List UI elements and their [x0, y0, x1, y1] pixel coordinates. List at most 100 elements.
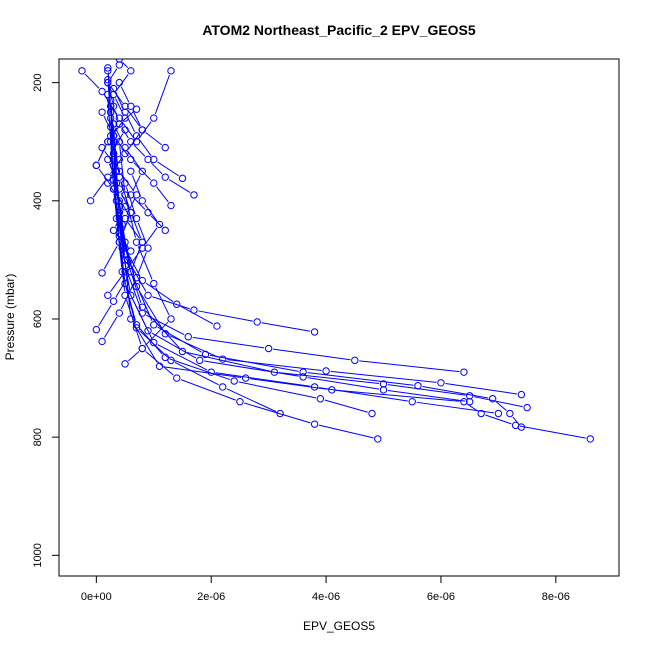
- data-point: [138, 126, 146, 134]
- data-point: [92, 161, 101, 170]
- data-point: [109, 226, 118, 235]
- data-point: [98, 269, 106, 277]
- series-segment: [97, 145, 107, 162]
- data-point: [477, 409, 485, 418]
- series-segment: [133, 197, 146, 210]
- data-point: [253, 318, 261, 326]
- series-segment: [238, 381, 317, 399]
- series-segment: [92, 180, 106, 198]
- data-point: [132, 321, 141, 329]
- data-point: [104, 179, 112, 187]
- data-point: [121, 126, 129, 134]
- data-point: [144, 208, 152, 217]
- data-point: [161, 143, 169, 152]
- data-point: [230, 377, 238, 385]
- data-point: [506, 409, 514, 418]
- data-point: [161, 330, 169, 338]
- data-point: [132, 238, 141, 246]
- series-segment: [307, 377, 380, 390]
- series-segment: [122, 61, 129, 68]
- series-segment: [120, 181, 130, 209]
- series-segment: [198, 310, 253, 322]
- data-point: [138, 238, 146, 246]
- data-point: [167, 67, 175, 75]
- series-segment: [116, 233, 129, 248]
- data-point: [109, 120, 118, 128]
- series-segment: [127, 251, 141, 269]
- series-segment: [108, 163, 119, 185]
- data-point: [178, 347, 187, 356]
- x-tick-label: 0e+00: [81, 591, 112, 603]
- data-point: [121, 203, 129, 211]
- data-point: [109, 185, 118, 193]
- data-point: [115, 167, 124, 175]
- data-point: [322, 367, 330, 375]
- data-point: [115, 120, 124, 128]
- data-point: [167, 201, 175, 210]
- data-point: [144, 327, 152, 335]
- series-segment: [226, 388, 277, 413]
- series-segment: [204, 360, 299, 377]
- data-point: [127, 214, 135, 223]
- data-point: [132, 191, 141, 199]
- series-segment: [156, 186, 169, 203]
- chart-title: ATOM2 Northeast_Pacific_2 EPV_GEOS5: [202, 22, 476, 38]
- data-point: [494, 409, 503, 418]
- data-point: [155, 220, 164, 229]
- data-point: [109, 176, 118, 184]
- series-segment: [145, 321, 169, 346]
- plot-area: [58, 58, 620, 577]
- data-point: [132, 273, 141, 282]
- data-point: [236, 397, 244, 406]
- data-point: [115, 155, 124, 164]
- series-layer: [78, 59, 594, 443]
- data-point: [316, 395, 325, 403]
- data-point: [460, 397, 468, 406]
- data-point: [150, 114, 158, 122]
- series-segment: [125, 187, 136, 215]
- data-point: [299, 373, 307, 381]
- series-segment: [125, 287, 136, 324]
- data-point: [276, 409, 284, 418]
- series-segment: [109, 133, 124, 156]
- data-point: [218, 383, 227, 391]
- series-segment: [103, 116, 113, 132]
- data-point: [374, 435, 382, 443]
- series-segment: [129, 263, 147, 292]
- data-point: [144, 244, 152, 252]
- series-segment: [174, 361, 219, 386]
- data-point: [104, 291, 112, 300]
- series-segment: [126, 269, 142, 310]
- data-point: [460, 368, 468, 376]
- data-point: [115, 185, 124, 193]
- series-segment: [151, 332, 197, 359]
- data-point: [437, 379, 445, 387]
- series-2: [104, 75, 531, 412]
- data-point: [379, 386, 388, 394]
- series-segment: [318, 424, 374, 439]
- series-segment: [416, 401, 494, 414]
- data-point: [167, 356, 175, 365]
- data-point: [127, 167, 135, 175]
- data-point: [132, 324, 141, 332]
- data-point: [115, 61, 124, 69]
- series-26: [104, 155, 135, 255]
- y-axis-label: Pressure (mbar): [3, 274, 17, 361]
- data-point: [144, 291, 152, 300]
- series-segment: [180, 305, 214, 325]
- series-segment: [359, 360, 460, 373]
- data-point: [184, 333, 192, 341]
- series-segment: [115, 127, 124, 144]
- series-segment: [144, 204, 158, 222]
- series-segment: [110, 186, 123, 204]
- data-point: [98, 337, 106, 346]
- series-segment: [98, 304, 112, 327]
- series-segment: [119, 205, 125, 238]
- data-point: [517, 423, 526, 431]
- data-point: [368, 409, 376, 418]
- series-segment: [115, 98, 124, 115]
- series-segment: [115, 74, 129, 92]
- data-point: [523, 403, 531, 412]
- data-point: [178, 174, 187, 183]
- series-0: [104, 64, 594, 443]
